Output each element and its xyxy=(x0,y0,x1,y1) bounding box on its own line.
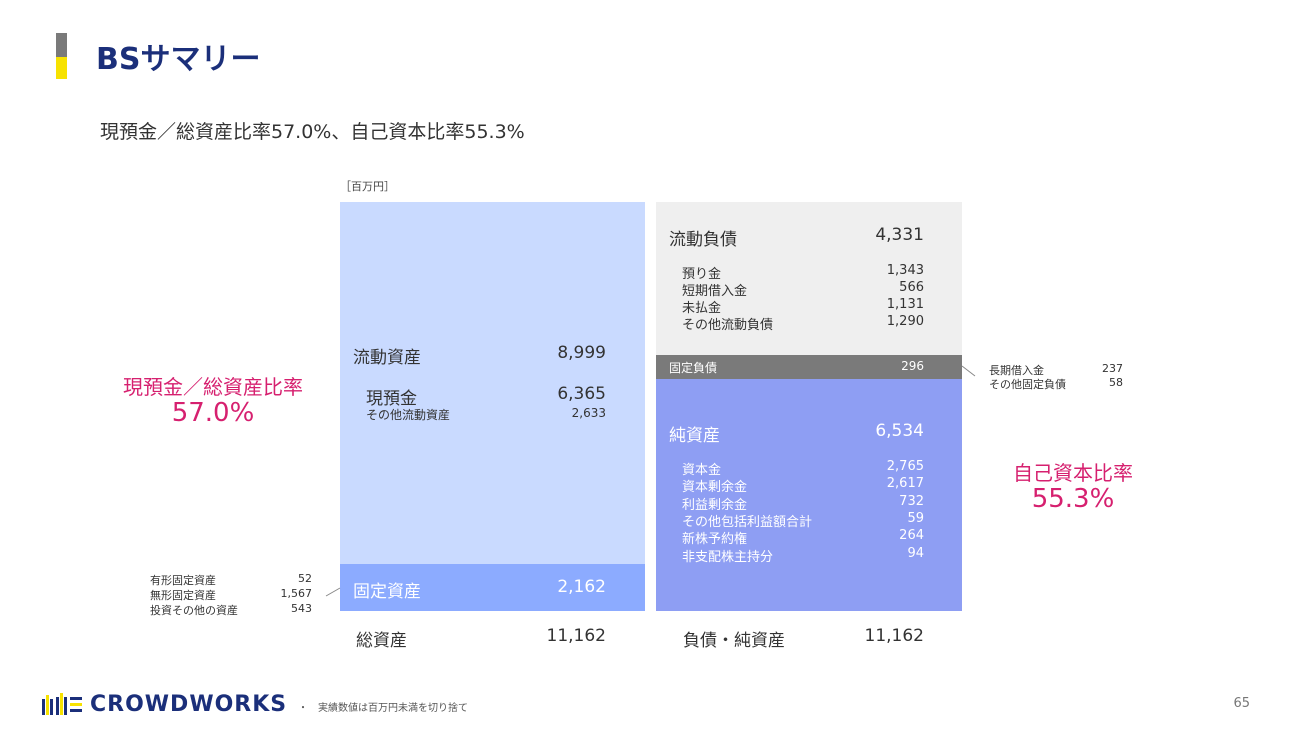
non-controlling-interests-value: 94 xyxy=(907,546,924,561)
deposits-received-value: 1,343 xyxy=(886,263,924,278)
footer-note: ・ 実績数値は百万円未満を切り捨て xyxy=(298,703,468,714)
page-number: 65 xyxy=(1233,696,1250,711)
footer-note-text: 実績数値は百万円未満を切り捨て xyxy=(318,703,468,714)
current-liabilities-label: 流動負債 xyxy=(669,230,737,250)
unit-label: ［百万円］ xyxy=(340,180,395,193)
other-fixed-liabilities-label: その他固定負債 xyxy=(989,378,1066,391)
title-accent-gray xyxy=(56,33,67,57)
investments-label: 投資その他の資産 xyxy=(150,604,238,617)
tangible-fixed-assets-label: 有形固定資産 xyxy=(150,574,216,587)
title-accent-yellow xyxy=(56,57,67,79)
current-assets-label: 流動資産 xyxy=(353,348,421,368)
tangible-fixed-assets-value: 52 xyxy=(298,572,312,585)
investments-value: 543 xyxy=(291,602,312,615)
fixed-assets-value: 2,162 xyxy=(557,577,606,597)
stock-options-value: 264 xyxy=(899,528,924,543)
current-assets-value: 8,999 xyxy=(557,343,606,363)
non-controlling-interests-label: 非支配株主持分 xyxy=(682,550,774,565)
fixed-liabilities-label: 固定負債 xyxy=(669,361,718,375)
other-current-liabilities-value: 1,290 xyxy=(886,314,924,329)
fixed-liabilities-callout-line xyxy=(961,365,976,377)
current-liabilities-block xyxy=(656,202,962,355)
long-term-borrowings-value: 237 xyxy=(1102,362,1123,375)
page-title: BSサマリー xyxy=(96,42,261,77)
intangible-fixed-assets-value: 1,567 xyxy=(280,587,313,600)
accounts-payable-value: 1,131 xyxy=(886,297,924,312)
total-assets-label: 総資産 xyxy=(356,631,407,651)
fixed-assets-block xyxy=(340,564,645,611)
intangible-fixed-assets-label: 無形固定資産 xyxy=(150,589,216,602)
fixed-liabilities-value: 296 xyxy=(901,359,924,373)
total-liabilities-net-assets-label: 負債・純資産 xyxy=(683,631,785,651)
capital-surplus-label: 資本剰余金 xyxy=(682,480,748,495)
net-assets-value: 6,534 xyxy=(875,421,924,441)
cash-value: 6,365 xyxy=(557,384,606,404)
retained-earnings-label: 利益剰余金 xyxy=(682,498,748,513)
net-assets-label: 純資産 xyxy=(669,426,720,446)
long-term-borrowings-label: 長期借入金 xyxy=(989,364,1044,377)
fixed-liabilities-block xyxy=(656,355,962,379)
capital-stock-label: 資本金 xyxy=(682,463,722,478)
other-fixed-liabilities-value: 58 xyxy=(1109,376,1123,389)
crowdworks-logo-icon xyxy=(42,693,82,715)
total-assets-value: 11,162 xyxy=(546,626,606,646)
page-subtitle: 現預金／総資産比率57.0%、自己資本比率55.3% xyxy=(100,121,525,143)
capital-surplus-value: 2,617 xyxy=(886,476,924,491)
fixed-assets-label: 固定資産 xyxy=(353,582,421,602)
short-term-borrowings-label: 短期借入金 xyxy=(682,284,748,299)
current-assets-block xyxy=(340,202,645,564)
fixed-assets-callout-line xyxy=(325,587,341,597)
other-current-liabilities-label: その他流動負債 xyxy=(682,318,774,333)
accumulated-oci-label: その他包括利益額合計 xyxy=(682,515,813,530)
net-assets-block xyxy=(656,379,962,611)
cash-ratio-label: 現預金／総資産比率 xyxy=(123,375,303,399)
equity-ratio-value: 55.3% xyxy=(1031,484,1115,514)
crowdworks-logo: CROWDWORKS xyxy=(42,690,287,718)
retained-earnings-value: 732 xyxy=(899,494,924,509)
total-liabilities-net-assets-value: 11,162 xyxy=(864,626,924,646)
other-current-assets-label: その他流動資産 xyxy=(366,408,451,422)
other-current-assets-value: 2,633 xyxy=(571,406,606,420)
equity-ratio-label: 自己資本比率 xyxy=(1013,461,1133,485)
logo-wordmark: CROWDWORKS xyxy=(90,691,288,717)
cash-label: 現預金 xyxy=(366,389,417,409)
current-liabilities-value: 4,331 xyxy=(875,225,924,245)
capital-stock-value: 2,765 xyxy=(886,459,924,474)
cash-ratio-value: 57.0% xyxy=(171,398,255,428)
stock-options-label: 新株予約権 xyxy=(682,532,748,547)
deposits-received-label: 預り金 xyxy=(682,267,722,282)
accumulated-oci-value: 59 xyxy=(907,511,924,526)
short-term-borrowings-value: 566 xyxy=(899,280,924,295)
accounts-payable-label: 未払金 xyxy=(682,301,722,316)
